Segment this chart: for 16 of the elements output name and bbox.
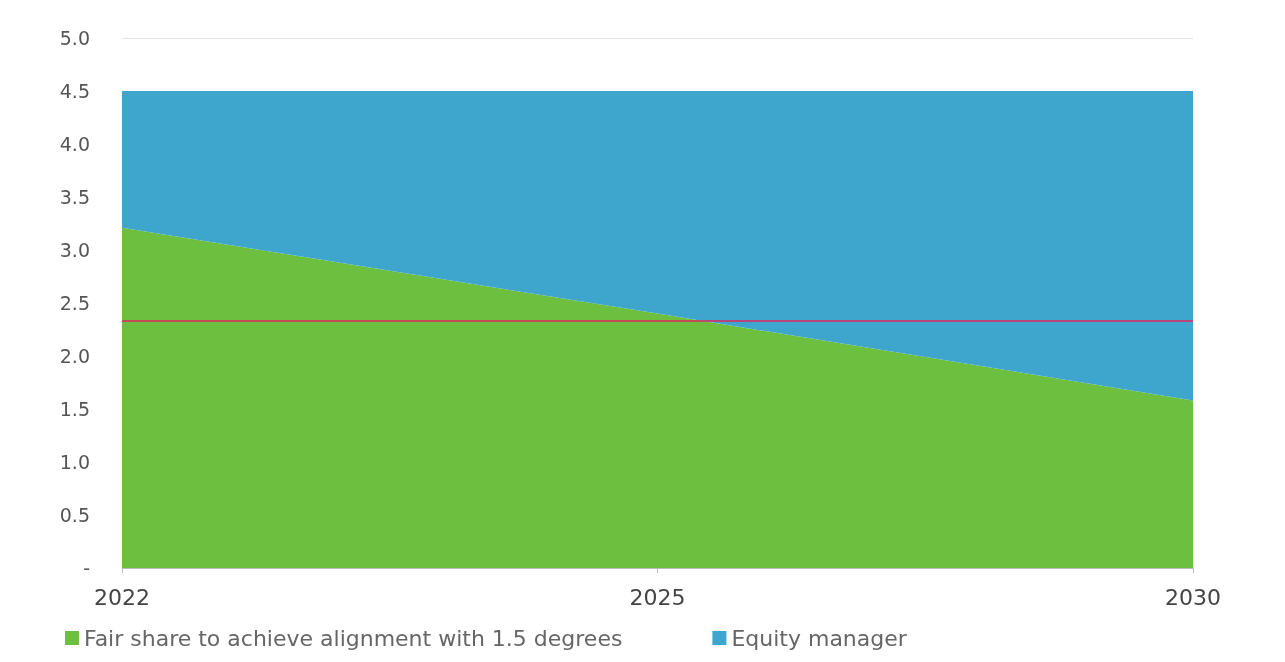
- y-tick-label: 1.5: [59, 398, 90, 420]
- x-tick-label: 2025: [629, 584, 686, 610]
- y-tick-label: 2.0: [59, 345, 90, 367]
- legend-label: Fair share to achieve alignment with 1.5 degrees: [84, 625, 623, 651]
- y-tick-label: 5.0: [59, 27, 90, 49]
- y-tick-label: -: [83, 557, 90, 579]
- x-tick-label: 2030: [1165, 584, 1221, 610]
- y-tick-label: 4.5: [59, 80, 90, 102]
- y-tick-label: 4.0: [59, 133, 90, 155]
- y-tick-label: 1.0: [59, 451, 90, 473]
- legend-label: Equity manager: [731, 625, 908, 651]
- y-tick-label: 0.5: [59, 504, 90, 526]
- y-tick-label: 3.0: [59, 239, 90, 261]
- y-tick-label: 3.5: [59, 186, 90, 208]
- y-tick-label: 2.5: [59, 292, 90, 314]
- x-tick-label: 2022: [94, 584, 150, 610]
